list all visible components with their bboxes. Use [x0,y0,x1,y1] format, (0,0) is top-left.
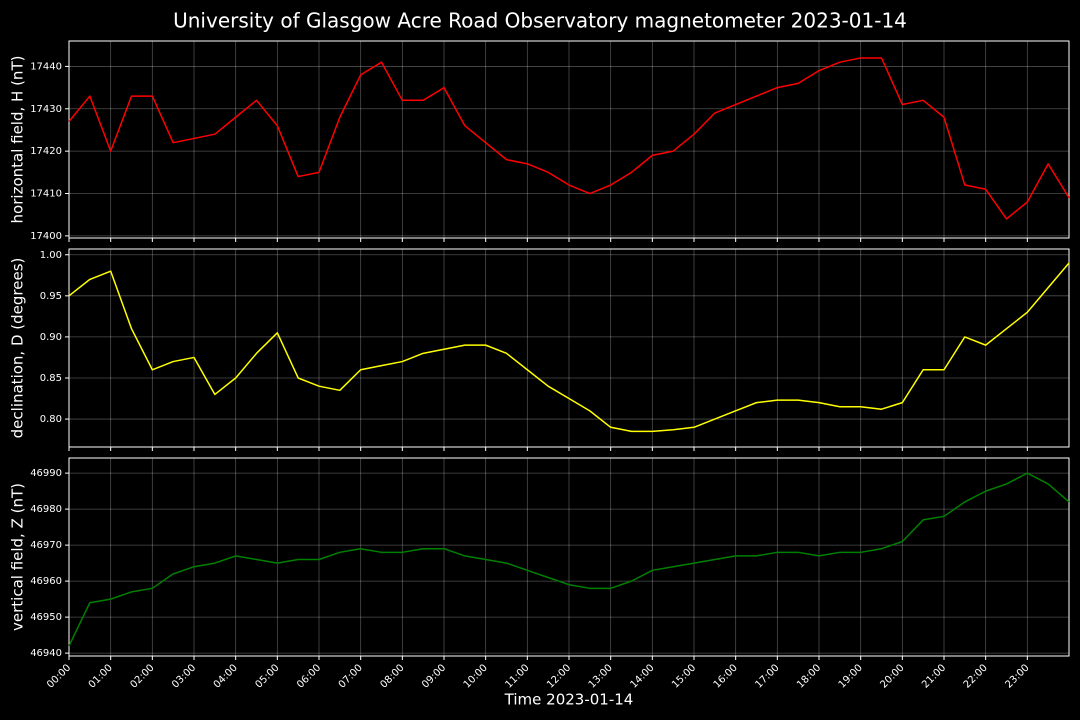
x-tick-label: 23:00 [1003,662,1031,690]
y-tick-label: 0.85 [40,373,62,384]
y-tick-label: 46970 [30,540,62,551]
plot-frame [68,40,1070,239]
x-tick-label: 18:00 [795,662,823,690]
x-tick-label: 03:00 [170,662,198,690]
y-tick-label: 0.95 [40,291,62,302]
y-tick-label: 0.90 [40,332,62,343]
x-tick-label: 02:00 [128,662,156,690]
y-tick-label: 46990 [30,468,62,479]
x-axis-label: Time 2023-01-14 [504,691,634,709]
y-tick-label: 46980 [30,504,62,515]
y-axis-label: declination, D (degrees) [9,258,27,439]
x-tick-label: 07:00 [337,662,365,690]
x-tick-label: 13:00 [587,662,615,690]
y-tick-label: 1.00 [40,250,62,261]
data-line [68,262,1070,433]
x-tick-label: 22:00 [962,662,990,690]
plot-frame [68,457,1070,657]
x-tick-label: 01:00 [87,662,115,690]
x-tick-label: 09:00 [420,662,448,690]
data-line [68,57,1070,220]
chart-title: University of Glasgow Acre Road Observat… [173,9,907,33]
x-tick-label: 19:00 [837,662,865,690]
x-tick-label: 00:00 [45,662,73,690]
x-tick-label: 16:00 [712,662,740,690]
y-tick-label: 17400 [30,231,62,242]
plot-frame [68,248,1070,448]
x-tick-label: 05:00 [253,662,281,690]
y-tick-label: 0.80 [40,414,62,425]
y-tick-label: 46960 [30,576,62,587]
y-tick-label: 46950 [30,612,62,623]
x-tick-label: 21:00 [920,662,948,690]
x-tick-label: 10:00 [462,662,490,690]
x-tick-label: 08:00 [378,662,406,690]
data-line [68,472,1070,647]
y-tick-label: 46940 [30,648,62,659]
y-axis-label: horizontal field, H (nT) [9,56,27,224]
y-tick-label: 17440 [30,61,62,72]
x-tick-label: 17:00 [753,662,781,690]
y-axis-label: vertical field, Z (nT) [9,483,27,631]
x-tick-label: 11:00 [503,662,531,690]
x-tick-label: 04:00 [212,662,240,690]
x-tick-label: 06:00 [295,662,323,690]
x-tick-label: 20:00 [878,662,906,690]
x-tick-label: 14:00 [628,662,656,690]
x-tick-label: 12:00 [545,662,573,690]
y-tick-label: 17420 [30,146,62,157]
x-tick-label: 15:00 [670,662,698,690]
y-tick-label: 17410 [30,189,62,200]
y-tick-label: 17430 [30,104,62,115]
